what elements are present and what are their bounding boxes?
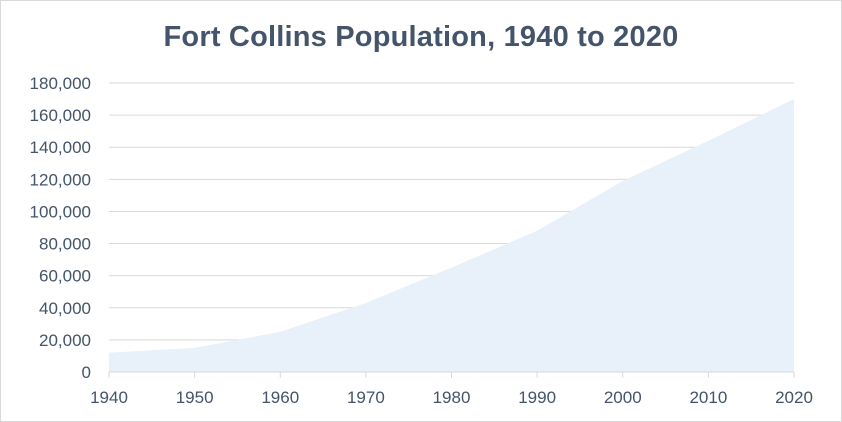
y-tick-label: 40,000	[39, 299, 91, 318]
area-fill	[109, 99, 794, 373]
x-tick-label: 1960	[261, 388, 299, 407]
x-tick-label: 1970	[347, 388, 385, 407]
y-tick-label: 180,000	[30, 74, 91, 93]
x-tick-label: 1950	[176, 388, 214, 407]
y-tick-label: 0	[82, 363, 91, 382]
y-tick-label: 120,000	[30, 170, 91, 189]
y-tick-label: 100,000	[30, 202, 91, 221]
y-tick-label: 80,000	[39, 235, 91, 254]
x-tick-label: 2010	[689, 388, 727, 407]
axes	[108, 371, 795, 378]
y-tick-label: 60,000	[39, 267, 91, 286]
y-tick-label: 160,000	[30, 106, 91, 125]
x-tick-label: 1940	[90, 388, 128, 407]
x-tick-label: 2000	[604, 388, 642, 407]
y-tick-label: 140,000	[30, 138, 91, 157]
x-tick-labels: 1940 1950 1960 1970 1980 1990 2000 2010 2020	[90, 388, 813, 407]
x-tick-label: 1980	[433, 388, 471, 407]
x-tick-label: 2020	[775, 388, 813, 407]
x-tick-label: 1990	[518, 388, 556, 407]
area-series	[109, 99, 794, 373]
y-tick-label: 20,000	[39, 331, 91, 350]
y-tick-labels: 0 20,000 40,000 60,000 80,000 100,000 120,000 1…	[30, 74, 91, 382]
chart-title: Fort Collins Population, 1940 to 2020	[163, 21, 679, 53]
